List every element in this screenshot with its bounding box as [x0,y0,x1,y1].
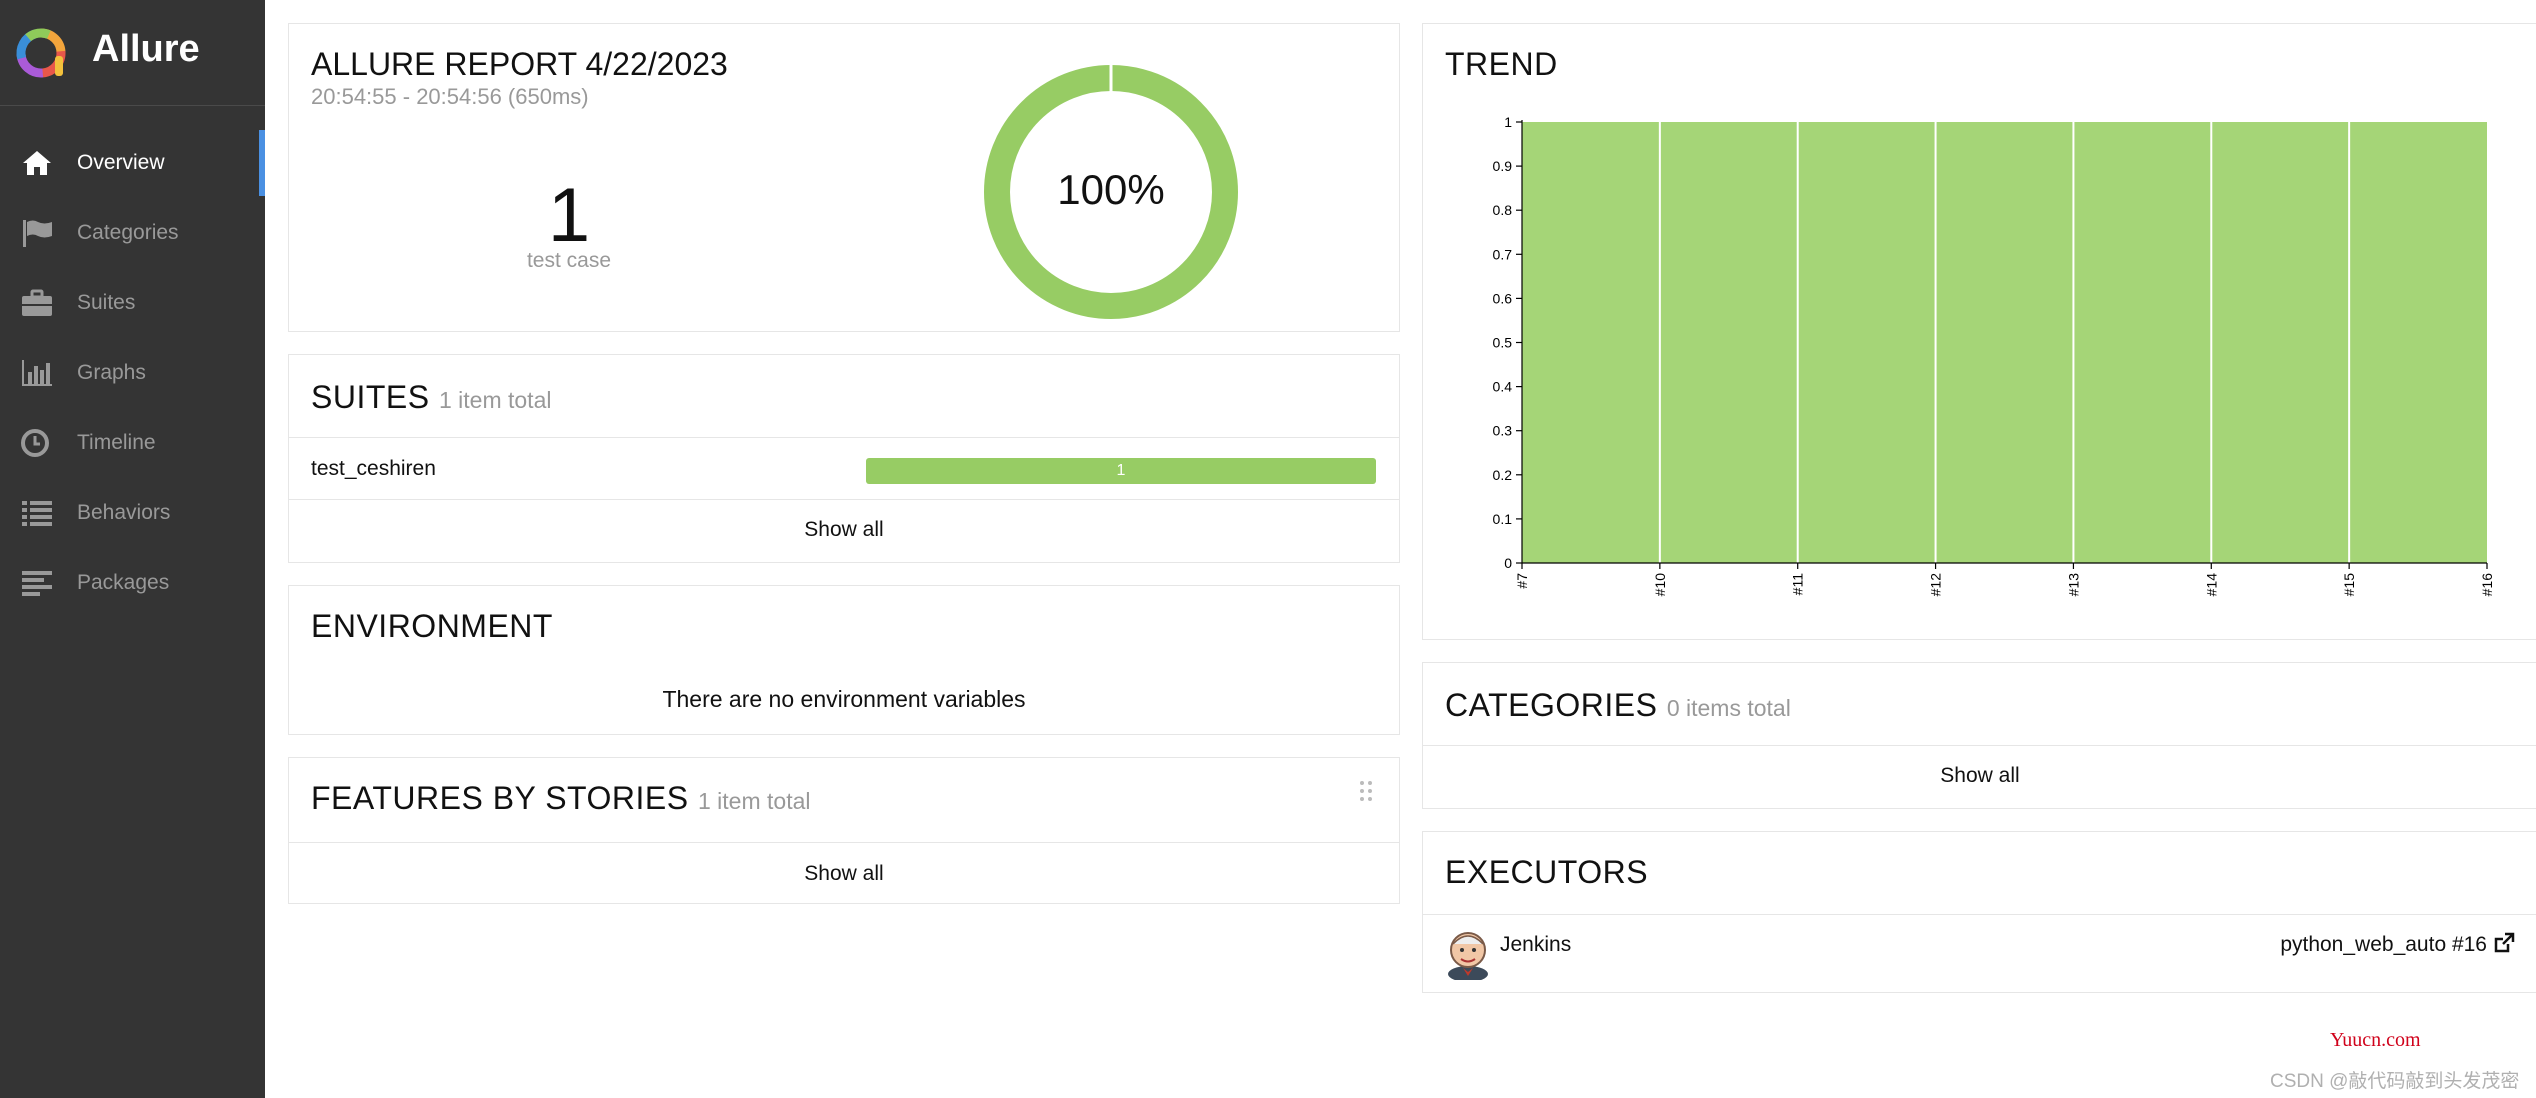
sidebar-item-behaviors[interactable]: Behaviors [0,478,265,548]
categories-widget: CATEGORIES 0 items total Show all [1422,662,2536,809]
suite-status-bar[interactable]: 1 [866,458,1376,484]
y-tick-label: 0.2 [1493,467,1513,483]
executors-widget: EXECUTORS Jenkins python_web_auto #16 [1422,831,2536,993]
flag-icon [23,220,52,247]
executors-title: EXECUTORS [1445,854,1649,890]
environment-title: ENVIRONMENT [311,608,553,644]
y-tick-label: 0.8 [1493,202,1513,218]
summary-widget: ALLURE REPORT 4/22/2023 20:54:55 - 20:54… [288,23,1400,332]
x-tick-label: #12 [1928,573,1944,597]
brand-header[interactable]: Allure [0,0,265,106]
sidebar-item-label: Suites [77,291,136,314]
test-case-label: test case [526,249,612,272]
features-widget: FEATURES BY STORIES 1 item total Show al… [288,757,1400,904]
suites-show-all-link[interactable]: Show all [804,518,884,541]
categories-show-all-link[interactable]: Show all [1940,764,2020,787]
trend-widget: TREND 0 0.1 0.2 0.3 0.4 0.5 0.6 0.7 0.8 0.9 1 #7 #10… [1422,23,2536,640]
trend-title: TREND [1445,46,1558,82]
test-case-count: 1 [547,173,591,258]
x-tick-label: #10 [1652,573,1668,597]
sidebar-item-graphs[interactable]: Graphs [0,338,265,408]
success-rate-donut[interactable] [979,60,1243,324]
features-title: FEATURES BY STORIES [311,780,689,816]
y-tick-label: 0.4 [1493,379,1513,395]
divider [289,499,1399,500]
widget-title[interactable]: SUITES 1 item total [311,379,551,416]
sidebar-item-overview[interactable]: Overview [0,128,265,198]
watermark-site: Yuucn.com [2330,1029,2421,1051]
suite-name: test_ceshiren [311,457,436,480]
x-tick-label: #11 [1790,573,1806,596]
sidebar-item-label: Timeline [77,431,156,454]
sidebar-item-label: Graphs [77,361,146,384]
features-show-all-link[interactable]: Show all [804,862,884,885]
briefcase-icon [22,289,52,316]
categories-subtitle: 0 items total [1666,695,1791,721]
watermark-credit: CSDN @敲代码敲到头发茂密 [2270,1071,2520,1092]
y-tick-label: 0.7 [1493,246,1513,262]
x-tick-label: #16 [2479,573,2495,597]
y-tick-label: 0.3 [1493,423,1513,439]
list-icon [22,501,52,526]
sidebar-nav: Overview Categories Suites Graphs Timeli… [0,128,265,618]
widget-title[interactable]: CATEGORIES 0 items total [1445,687,1791,724]
x-tick-label: #14 [2203,573,2219,597]
drag-handle-icon[interactable] [1359,780,1373,802]
suites-subtitle: 1 item total [438,387,552,413]
y-tick-label: 0.6 [1493,290,1513,306]
y-tick-label: 0.1 [1493,511,1513,527]
sidebar-item-packages[interactable]: Packages [0,548,265,618]
align-left-icon [22,571,52,596]
x-tick-label: #15 [2341,573,2357,597]
environment-widget: ENVIRONMENT There are no environment var… [288,585,1400,735]
sidebar-item-label: Packages [77,571,170,594]
sidebar-item-label: Overview [77,151,165,174]
success-rate-percent: 100% [1057,166,1165,213]
sidebar-item-categories[interactable]: Categories [0,198,265,268]
widget-title[interactable]: FEATURES BY STORIES 1 item total [311,780,810,817]
sidebar-item-timeline[interactable]: Timeline [0,408,265,478]
report-time: 20:54:55 - 20:54:56 (650ms) [311,84,589,109]
y-tick-label: 0.5 [1493,335,1513,351]
external-link-icon[interactable] [2493,932,2515,954]
home-icon [23,151,51,175]
clock-icon [21,429,49,457]
y-tick-label: 0 [1504,555,1512,571]
sidebar-item-suites[interactable]: Suites [0,268,265,338]
features-subtitle: 1 item total [697,788,811,814]
suites-title: SUITES [311,379,430,415]
sidebar-item-label: Categories [77,221,179,244]
report-title: ALLURE REPORT 4/22/2023 [311,46,728,82]
app-name: Allure [92,28,200,70]
x-tick-label: #13 [2065,573,2081,597]
environment-empty-message: There are no environment variables [662,686,1026,712]
categories-title: CATEGORIES [1445,687,1658,723]
sidebar-item-label: Behaviors [77,501,171,524]
divider [1423,745,2536,746]
x-tick-label: #7 [1514,573,1530,589]
executor-build-link[interactable]: python_web_auto #16 [2280,933,2487,956]
divider [289,437,1399,438]
allure-logo-icon [16,28,66,78]
trend-area [1522,122,2487,563]
jenkins-avatar-icon [1448,932,1488,980]
executor-name: Jenkins [1500,933,1572,956]
sidebar: Allure Overview Categories Suites Graphs… [0,0,265,1098]
y-tick-label: 0.9 [1493,158,1513,174]
suites-widget: SUITES 1 item total test_ceshiren 1 Show… [288,354,1400,563]
trend-chart[interactable]: 0 0.1 0.2 0.3 0.4 0.5 0.6 0.7 0.8 0.9 1 #7 #10 #11 #12… [1423,24,2536,639]
bar-chart-icon [22,360,52,386]
divider [289,842,1399,843]
y-tick-label: 1 [1504,114,1512,130]
divider [1423,914,2536,915]
